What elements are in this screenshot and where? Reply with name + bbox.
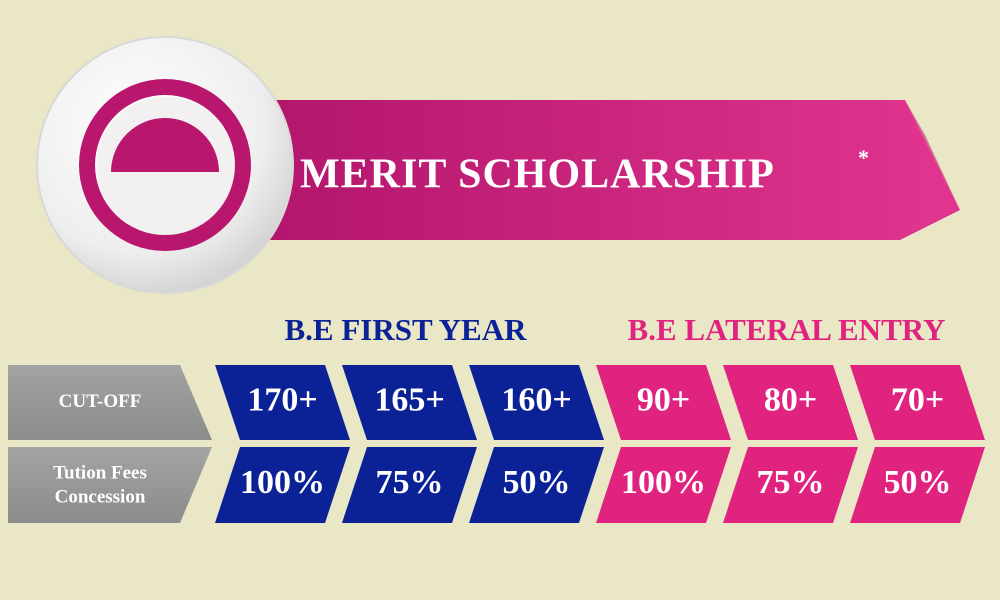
concession-cell — [850, 447, 985, 523]
row-label: Tution Fees — [53, 462, 147, 483]
cutoff-cell — [215, 365, 350, 440]
title-ribbon — [230, 100, 960, 240]
cutoff-cell — [596, 365, 731, 440]
cutoff-cell — [469, 365, 604, 440]
concession-cell — [469, 447, 604, 523]
ribbon-fold — [905, 100, 960, 210]
group-title: B.E FIRST YEAR — [284, 312, 527, 347]
title: MERIT SCHOLARSHIP — [300, 152, 775, 198]
group-title: B.E LATERAL ENTRY — [628, 312, 946, 347]
cutoff-value: 160+ — [501, 381, 571, 418]
row-label: Concession — [55, 486, 146, 507]
title-mark: * — [858, 145, 869, 170]
concession-value: 100% — [621, 464, 706, 501]
cutoff-value: 80+ — [764, 381, 817, 418]
table: CUT-OFF Tution Fees Concession B.E FIRST YE… — [8, 312, 985, 523]
row-label-shape — [8, 365, 212, 440]
cutoff-value: 165+ — [374, 381, 444, 418]
row-label: CUT-OFF — [59, 391, 142, 412]
concession-cell — [596, 447, 731, 523]
cutoff-cell — [342, 365, 477, 440]
concession-cell — [342, 447, 477, 523]
concession-cell — [215, 447, 350, 523]
row-label-shape — [8, 447, 212, 523]
cutoff-value: 90+ — [637, 381, 690, 418]
concession-value: 100% — [240, 464, 325, 501]
cutoff-value: 170+ — [247, 381, 317, 418]
concession-value: 75% — [757, 464, 825, 501]
concession-cell — [723, 447, 858, 523]
concession-value: 50% — [503, 464, 571, 501]
cutoff-cell — [723, 365, 858, 440]
logo-half — [111, 118, 219, 172]
concession-value: 50% — [884, 464, 952, 501]
concession-value: 75% — [376, 464, 444, 501]
logo-ring — [79, 79, 251, 251]
cutoff-cell — [850, 365, 985, 440]
cutoff-value: 70+ — [891, 381, 944, 418]
